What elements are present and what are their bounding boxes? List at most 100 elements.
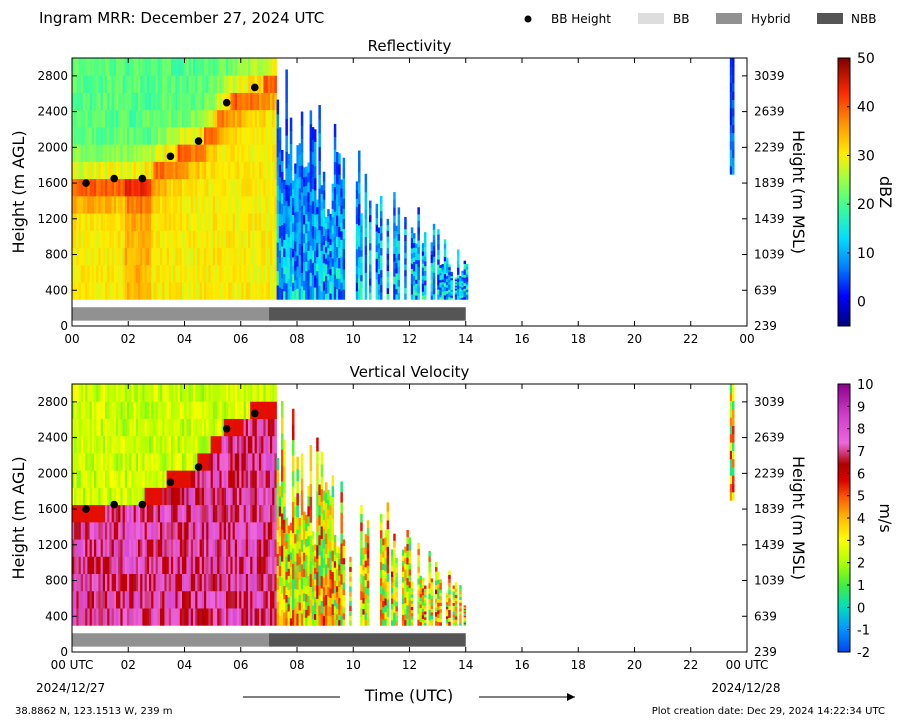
x-tick-label: 10: [346, 658, 361, 672]
y-tick-label: 2800: [37, 395, 68, 409]
y-tick-label: 1600: [37, 176, 68, 190]
y-tick-label: 400: [45, 283, 68, 297]
heatmap-field: [72, 384, 735, 626]
x-tick-label: 20: [627, 332, 642, 346]
colorbar-tick-label: 10: [857, 246, 875, 262]
bb-height-point: [110, 500, 118, 509]
colorbar-label: m/s: [876, 503, 895, 532]
x-tick-label: 16: [514, 658, 529, 672]
panel-title: Vertical Velocity: [350, 363, 470, 381]
y-axis-label: Height (m AGL): [9, 456, 28, 579]
y-tick-label: 2400: [37, 431, 68, 445]
colorbar-tick-label: 4: [857, 512, 865, 527]
bb-height-point: [166, 478, 175, 487]
y-tick-label: 800: [45, 248, 68, 262]
colorbar-tick-label: 9: [857, 400, 865, 415]
x-start-date: 2024/12/27: [36, 681, 105, 695]
x-tick-label: 14: [458, 658, 473, 672]
colorbar-tick-label: 2: [857, 557, 865, 572]
y-tick-label: 800: [45, 574, 68, 588]
bb-height-point: [110, 174, 118, 183]
x-tick-label: 00 UTC: [726, 658, 769, 672]
colorbar-tick-label: 6: [857, 467, 865, 482]
creation-date-text: Plot creation date: Dec 29, 2024 14:22:3…: [652, 706, 885, 717]
colorbar-tick-label: 20: [857, 197, 875, 213]
y2-tick-label: 1039: [754, 574, 785, 588]
colorbar-tick-label: 1: [857, 579, 865, 594]
y-tick-label: 2800: [37, 69, 68, 83]
y2-tick-label: 1039: [754, 248, 785, 262]
colorbar-tick-label: 7: [857, 445, 865, 460]
x-tick-label: 12: [402, 332, 417, 346]
y-tick-label: 0: [60, 319, 68, 333]
colorbar-tick-label: 40: [857, 100, 875, 116]
y-tick-label: 2000: [37, 466, 68, 480]
colorbar-tick-label: 10: [857, 378, 874, 393]
y2-tick-label: 3039: [754, 395, 785, 409]
y2-tick-label: 2639: [754, 431, 785, 445]
y2-tick-label: 239: [754, 319, 777, 333]
x-tick-label: 08: [289, 332, 304, 346]
y2-tick-label: 2639: [754, 105, 785, 119]
bb-type-hybrid: [72, 307, 269, 321]
y-tick-label: 1200: [37, 212, 68, 226]
bb-height-point: [251, 83, 259, 92]
colorbar: [837, 57, 851, 327]
x-tick-label: 06: [233, 332, 248, 346]
legend-label-bb-height: BB Height: [551, 12, 611, 26]
x-tick-label: 22: [683, 658, 698, 672]
y2-tick-label: 1439: [754, 538, 785, 552]
bb-type-nbb: [268, 307, 466, 321]
y-tick-label: 1200: [37, 538, 68, 552]
x-tick-label: 04: [177, 658, 192, 672]
colorbar-tick-label: 3: [857, 534, 865, 549]
x-end-date: 2024/12/28: [711, 681, 780, 695]
colorbar-tick-label: 5: [857, 490, 865, 505]
x-tick-label: 22: [683, 332, 698, 346]
y2-tick-label: 1439: [754, 212, 785, 226]
bb-type-hybrid: [72, 633, 269, 647]
y2-tick-label: 3039: [754, 69, 785, 83]
legend-swatch-hybrid: [716, 13, 742, 24]
y-tick-label: 2400: [37, 105, 68, 119]
y2-tick-label: 639: [754, 283, 777, 297]
legend-label-hybrid: Hybrid: [751, 12, 791, 26]
x-tick-label: 12: [402, 658, 417, 672]
bb-height-point: [82, 179, 90, 187]
y-axis-label: Height (m AGL): [9, 130, 28, 253]
x-tick-label: 00: [64, 332, 79, 346]
y2-axis-label: Height (m MSL): [789, 456, 808, 580]
y-tick-label: 1600: [37, 502, 68, 516]
xlabel-arrow-head: [567, 693, 575, 701]
x-tick-label: 00 UTC: [51, 658, 94, 672]
bb-type-nbb: [268, 633, 466, 647]
bb-height-point: [222, 424, 231, 433]
legend: BB Height BB Hybrid NBB: [524, 12, 876, 26]
colorbar-tick-label: -2: [857, 646, 870, 661]
x-tick-label: 06: [233, 658, 248, 672]
y2-tick-label: 1839: [754, 502, 785, 516]
legend-bb-height-marker: [524, 15, 532, 23]
y2-tick-label: 239: [754, 645, 777, 659]
x-tick-label: 04: [177, 332, 192, 346]
y-tick-label: 2000: [37, 140, 68, 154]
y2-tick-label: 1839: [754, 176, 785, 190]
panel-title: Reflectivity: [368, 37, 452, 55]
x-tick-label: 08: [289, 658, 304, 672]
y2-tick-label: 2239: [754, 140, 785, 154]
x-tick-label: 20: [627, 658, 642, 672]
x-tick-label: 18: [571, 332, 586, 346]
colorbar-tick-label: -1: [857, 624, 870, 639]
colorbar-tick-label: 0: [857, 295, 866, 311]
x-tick-label: 16: [514, 332, 529, 346]
x-tick-label: 02: [121, 658, 136, 672]
y2-axis-label: Height (m MSL): [789, 130, 808, 254]
heatmap-field: [72, 58, 735, 300]
bb-height-point: [194, 137, 203, 145]
bb-height-point: [82, 505, 90, 513]
figure-title: Ingram MRR: December 27, 2024 UTC: [39, 9, 324, 27]
bb-height-point: [194, 463, 203, 471]
